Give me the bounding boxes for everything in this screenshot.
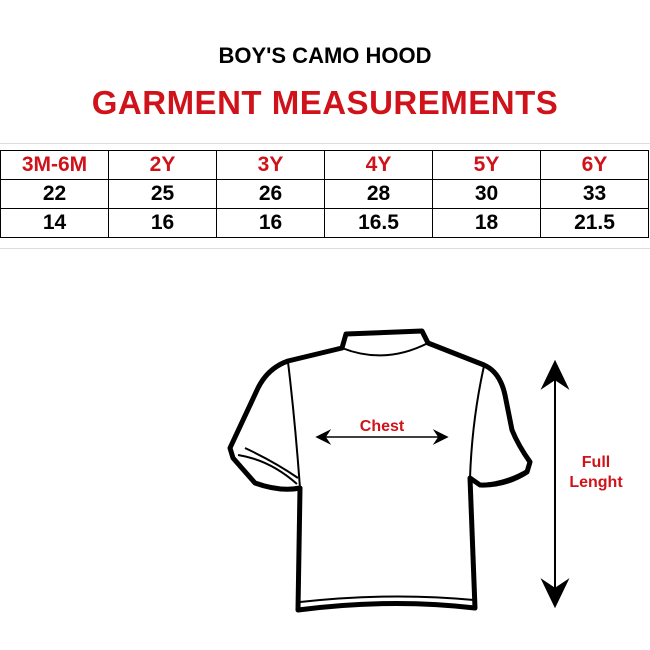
table-cell: 16	[108, 208, 217, 238]
length-arrow-icon	[540, 359, 570, 609]
table-cell: 16.5	[324, 208, 433, 238]
section-title: GARMENT MEASUREMENTS	[91, 84, 559, 121]
table-cell: 21.5	[540, 208, 649, 238]
size-header: 4Y	[324, 150, 433, 180]
chest-arrow-icon	[315, 429, 449, 445]
chest-label: Chest	[359, 418, 405, 435]
table-cell: 30	[432, 179, 541, 209]
size-header: 3Y	[216, 150, 325, 180]
table-grid-background	[0, 143, 650, 249]
size-header: 3M-6M	[0, 150, 109, 180]
tshirt-icon	[227, 328, 533, 613]
table-cell: 16	[216, 208, 325, 238]
table-cell: 22	[0, 179, 109, 209]
product-title: BOY'S CAMO HOOD	[218, 43, 432, 68]
length-label-line-1: Full	[581, 454, 611, 471]
size-header: 6Y	[540, 150, 649, 180]
table-cell: 14	[0, 208, 109, 238]
size-table: 3M-6M 2Y 3Y 4Y 5Y 6Y 22 25 26 28 30 33 1…	[0, 150, 649, 238]
table-cell: 28	[324, 179, 433, 209]
table-cell: 33	[540, 179, 649, 209]
size-header: 5Y	[432, 150, 541, 180]
length-label-line-2: Lenght	[569, 474, 623, 491]
table-cell: 26	[216, 179, 325, 209]
size-header-row: 3M-6M 2Y 3Y 4Y 5Y 6Y	[0, 150, 649, 180]
table-row: 14 16 16 16.5 18 21.5	[0, 208, 649, 238]
table-row: 22 25 26 28 30 33	[0, 179, 649, 209]
